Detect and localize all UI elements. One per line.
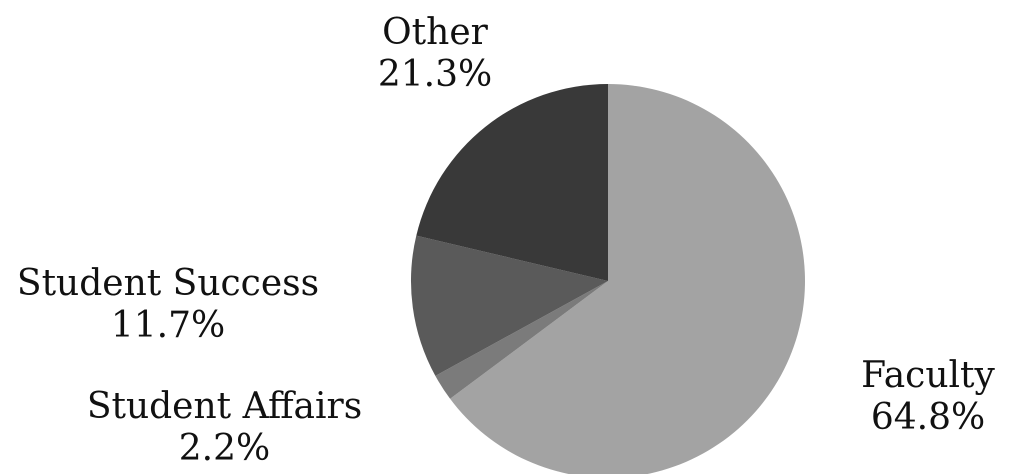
slice-label-faculty-value: 64.8% — [870, 397, 986, 438]
pie-slices — [411, 84, 805, 474]
slice-label-other-value: 21.3% — [377, 54, 493, 95]
slice-label-other: Other 21.3% — [365, 12, 505, 96]
slice-label-faculty: Faculty 64.8% — [852, 355, 1004, 439]
pie-slice-student-success — [411, 235, 608, 376]
slice-label-other-name: Other — [382, 12, 488, 53]
slice-label-student-success-value: 11.7% — [110, 305, 226, 346]
slice-label-faculty-name: Faculty — [861, 355, 995, 396]
slice-label-student-affairs-name: Student Affairs — [86, 386, 363, 427]
slice-label-student-success-name: Student Success — [16, 263, 320, 304]
pie-slice-faculty — [450, 84, 805, 474]
pie-slice-other — [416, 84, 608, 281]
slice-label-student-success: Student Success 11.7% — [0, 263, 336, 347]
slice-label-student-affairs: Student Affairs 2.2% — [62, 386, 387, 470]
pie-slice-student-affairs — [435, 281, 608, 399]
slice-label-student-affairs-value: 2.2% — [178, 428, 271, 469]
